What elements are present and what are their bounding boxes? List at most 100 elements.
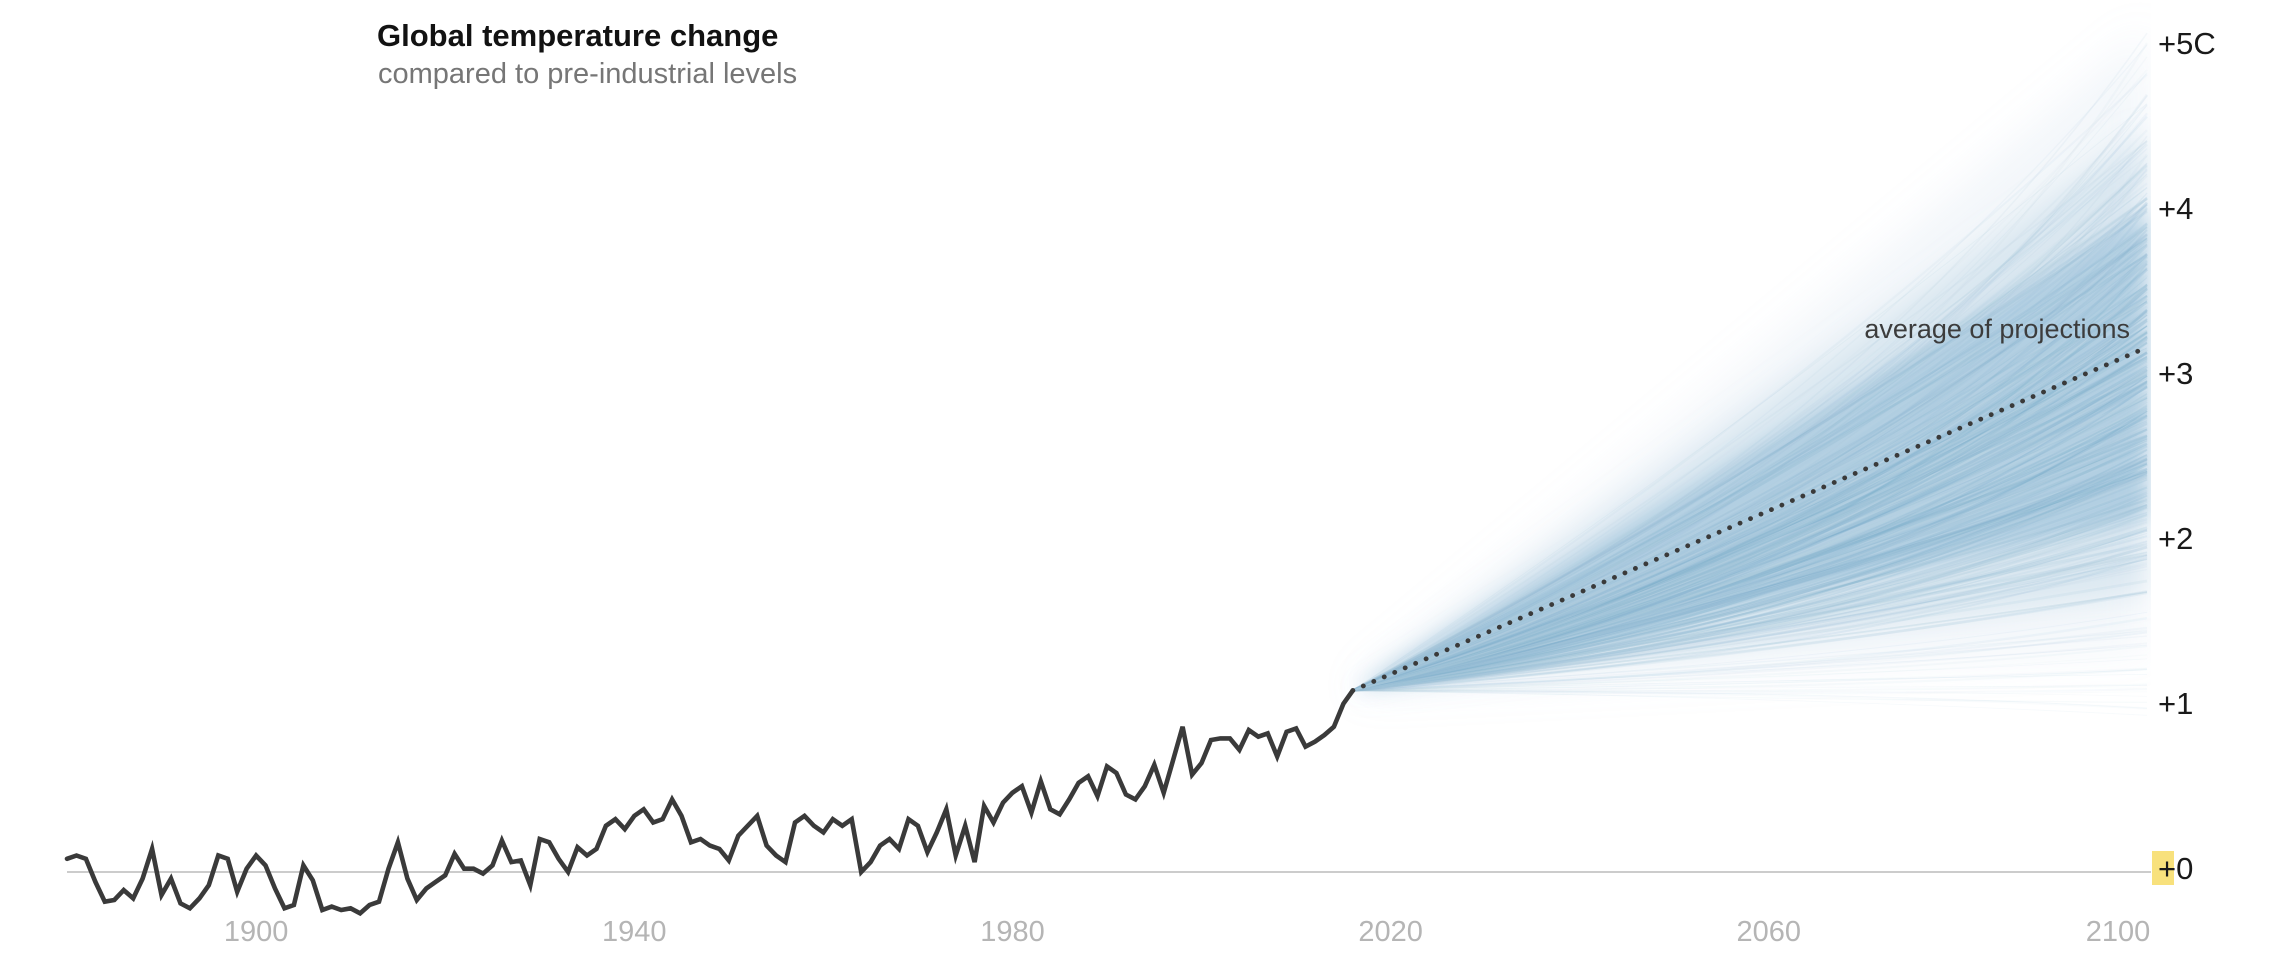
- projection-strand: [1352, 336, 2148, 692]
- projection-strand: [1352, 415, 2148, 692]
- projection-strand: [1352, 381, 2148, 692]
- projection-strand: [1352, 173, 2148, 691]
- projection-strand: [1352, 295, 2148, 692]
- projection-fan: [1352, 30, 2149, 716]
- projection-strand: [1352, 519, 2148, 692]
- projection-strand: [1352, 192, 2148, 692]
- projection-strand: [1352, 398, 2148, 692]
- projection-strand: [1352, 373, 2148, 691]
- projection-strand: [1352, 495, 2148, 692]
- projection-strand: [1352, 644, 2148, 691]
- projection-strand: [1352, 469, 2148, 692]
- projection-strand: [1352, 474, 2148, 691]
- projection-strand: [1352, 417, 2148, 692]
- average-projections-label: average of projections: [1864, 314, 2130, 344]
- projection-strand: [1352, 435, 2148, 692]
- projection-strand: [1352, 535, 2148, 692]
- projection-strand: [1352, 56, 2148, 692]
- projection-strand: [1352, 266, 2148, 692]
- projection-strand: [1352, 558, 2148, 692]
- projection-strand: [1352, 351, 2148, 692]
- projection-strand: [1352, 238, 2148, 692]
- projection-strand: [1352, 201, 2149, 692]
- projection-strand: [1352, 475, 2148, 692]
- projection-strand: [1352, 434, 2148, 692]
- projection-strand: [1352, 385, 2148, 692]
- y-axis-label: +0: [2158, 851, 2193, 886]
- projection-strand: [1352, 310, 2148, 692]
- projection-strand: [1352, 405, 2148, 692]
- projection-strand: [1352, 554, 2148, 692]
- y-axis-label: +3: [2158, 356, 2193, 391]
- projection-strand: [1352, 283, 2148, 692]
- projection-strand: [1352, 237, 2148, 691]
- projection-strand: [1352, 140, 2148, 692]
- projection-strand: [1352, 563, 2148, 692]
- projection-strand: [1352, 243, 2148, 691]
- projection-strand: [1352, 579, 2148, 692]
- projection-strand: [1352, 542, 2148, 692]
- projection-strand: [1352, 673, 2148, 691]
- projection-strand: [1352, 401, 2148, 691]
- projection-strand: [1352, 462, 2148, 692]
- projection-strand: [1352, 314, 2148, 692]
- projection-strand: [1352, 438, 2148, 691]
- projection-strand: [1352, 165, 2148, 692]
- projection-strand: [1352, 187, 2148, 692]
- projection-strand: [1352, 529, 2148, 692]
- projection-strand: [1352, 308, 2148, 692]
- projection-strand: [1352, 504, 2148, 692]
- projection-strand: [1352, 457, 2148, 692]
- projection-strand: [1352, 472, 2148, 692]
- projection-strand: [1352, 456, 2148, 692]
- projection-strand: [1352, 628, 2148, 692]
- projection-strand: [1352, 351, 2148, 692]
- projection-strand: [1352, 457, 2148, 692]
- projection-fan-wedge: [1352, 212, 2147, 691]
- projection-strand: [1352, 298, 2148, 692]
- projection-strand: [1352, 415, 2148, 692]
- x-axis-label: 2060: [1737, 916, 1802, 948]
- projection-strand: [1352, 336, 2148, 692]
- projection-strand: [1352, 545, 2148, 692]
- projection-strand: [1352, 385, 2148, 692]
- projection-strand: [1352, 521, 2148, 692]
- projection-strand: [1352, 358, 2148, 692]
- projection-strand: [1352, 371, 2148, 692]
- projection-strand: [1352, 201, 2149, 692]
- projection-strand: [1352, 253, 2148, 692]
- projection-strand: [1352, 374, 2148, 692]
- projection-strand: [1352, 422, 2148, 692]
- projection-strand: [1352, 351, 2148, 692]
- projection-strand: [1352, 416, 2148, 692]
- y-axis-label: +4: [2158, 191, 2193, 226]
- projection-strand: [1352, 300, 2148, 691]
- projection-strand: [1352, 206, 2148, 692]
- projection-strand: [1352, 319, 2148, 692]
- projection-strand: [1352, 325, 2148, 692]
- projection-strand: [1352, 360, 2148, 692]
- projection-strand: [1352, 309, 2148, 691]
- projection-strand: [1352, 491, 2148, 692]
- projection-strand: [1352, 222, 2148, 692]
- projection-strand: [1352, 504, 2148, 692]
- projection-strand: [1352, 689, 2148, 697]
- projection-strand: [1352, 397, 2148, 692]
- projection-strand: [1352, 260, 2148, 692]
- projection-strand: [1352, 409, 2148, 692]
- projection-strand: [1352, 115, 2148, 692]
- projection-strand: [1352, 434, 2148, 692]
- projection-strand: [1352, 529, 2148, 692]
- projection-strand: [1352, 291, 2148, 692]
- projection-strand: [1352, 162, 2148, 692]
- projection-strand: [1352, 540, 2148, 692]
- projection-strand: [1352, 243, 2148, 692]
- projection-strand: [1352, 226, 2148, 692]
- projection-strand: [1352, 238, 2148, 691]
- projection-strand: [1352, 630, 2148, 692]
- projection-strand: [1352, 197, 2148, 692]
- projection-strand: [1352, 504, 2148, 691]
- projection-strand: [1352, 318, 2148, 692]
- projection-strand: [1352, 313, 2148, 692]
- projection-strand: [1352, 203, 2148, 692]
